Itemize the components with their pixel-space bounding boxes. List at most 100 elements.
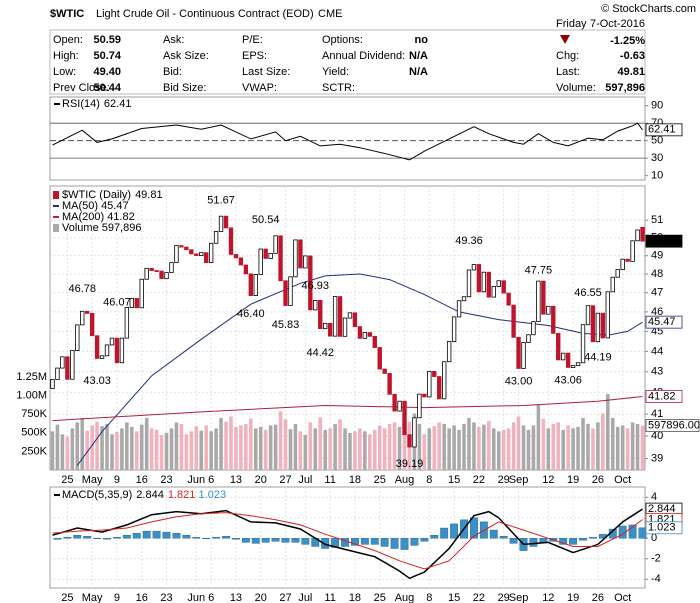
x-tick-label: Jul xyxy=(298,592,312,603)
histogram-bar xyxy=(291,538,300,543)
volume-bar xyxy=(303,435,308,470)
volume-bar xyxy=(328,428,332,470)
candle xyxy=(184,246,189,251)
x-tick-label: 18 xyxy=(349,592,361,603)
candle xyxy=(382,368,387,374)
histogram-bar xyxy=(579,538,587,541)
volume-bar xyxy=(491,428,496,470)
candle xyxy=(318,299,323,330)
price-annotation: 46.78 xyxy=(68,283,96,295)
value-box-label: 45.47 xyxy=(648,316,676,328)
volume-bar xyxy=(368,434,372,470)
volume-bar xyxy=(333,423,337,470)
value-box xyxy=(645,390,683,403)
candle xyxy=(575,362,581,367)
x-tick-label: 23 xyxy=(160,474,172,486)
volume-bar xyxy=(358,428,362,470)
candle xyxy=(531,321,536,336)
candle xyxy=(332,296,338,337)
candle xyxy=(516,336,521,369)
candle xyxy=(565,352,571,368)
quote-value: no xyxy=(415,34,429,46)
legend-name: MA(200) xyxy=(62,211,104,223)
x-tick-label: 12 xyxy=(542,592,554,603)
volume-bar xyxy=(402,417,407,470)
x-tick-label: 9 xyxy=(114,474,120,486)
legend-value: 597,896 xyxy=(102,222,142,234)
x-tick-label: 25 xyxy=(61,592,73,603)
volume-bar xyxy=(506,428,511,470)
candle xyxy=(481,271,487,293)
x-tick-label: 15 xyxy=(448,592,460,603)
histogram-bar xyxy=(241,538,250,543)
price-annotation: 49.36 xyxy=(455,235,483,247)
candle xyxy=(233,254,239,259)
legend-entry: Volume 597,896 xyxy=(62,222,141,234)
candle xyxy=(377,347,382,370)
x-tick-label: Aug xyxy=(395,474,415,486)
volume-bar xyxy=(382,428,387,470)
volume-bar xyxy=(625,428,630,470)
x-tick-label: Aug xyxy=(395,592,415,603)
volume-bar xyxy=(615,426,620,470)
candle xyxy=(337,296,343,337)
candle xyxy=(595,312,601,343)
candle xyxy=(213,230,219,244)
y-tick-label: 40 xyxy=(651,430,663,442)
candle xyxy=(223,215,229,229)
value-box xyxy=(645,123,683,137)
volume-bar xyxy=(313,428,318,470)
candle xyxy=(561,352,566,361)
volume-bar xyxy=(343,428,347,470)
x-tick-label: 22 xyxy=(473,474,485,486)
candle xyxy=(248,273,253,296)
x-tick-label: Oct xyxy=(614,474,631,486)
candle xyxy=(258,248,263,275)
volume-bar xyxy=(630,422,635,470)
volume-bar xyxy=(432,426,437,470)
y-tick-label: 43 xyxy=(651,366,663,378)
legend-value: 1.821 xyxy=(168,489,195,501)
candle xyxy=(546,305,551,315)
quote-label: Low: xyxy=(53,66,76,78)
volume-bar xyxy=(110,434,114,470)
volume-bar xyxy=(363,431,367,470)
quote-value: N/A xyxy=(409,66,428,78)
value-box xyxy=(645,234,683,248)
volume-bar xyxy=(154,429,159,470)
candle xyxy=(580,324,586,364)
candle xyxy=(70,350,75,380)
volume-bar xyxy=(130,426,134,470)
volume-bar xyxy=(144,417,149,470)
candle xyxy=(620,258,625,271)
candle xyxy=(466,269,472,298)
legend-entry: MA(50) 45.47 xyxy=(62,200,129,212)
price-annotation: 51.67 xyxy=(207,194,235,206)
histogram-bar xyxy=(122,534,131,539)
histogram-bar xyxy=(380,538,389,547)
x-tick-label: 6 xyxy=(208,592,214,603)
x-tick-label: 26 xyxy=(592,592,604,603)
quote-label: Open: xyxy=(53,34,83,46)
histogram-bar xyxy=(440,527,449,539)
volume-bar xyxy=(601,413,605,470)
candle xyxy=(476,264,482,293)
quote-value: -0.63 xyxy=(620,50,645,62)
price-annotation: 44.19 xyxy=(584,351,612,363)
histogram-bar xyxy=(93,538,102,539)
volume-bar xyxy=(214,428,218,470)
volume-bar xyxy=(496,431,501,470)
candle xyxy=(268,252,273,259)
histogram-bar xyxy=(400,538,409,550)
quote-label: Ask: xyxy=(163,34,184,46)
x-tick-label: 29 xyxy=(498,474,510,486)
y-tick-label: 50 xyxy=(651,135,663,147)
y-tick-label: 30 xyxy=(651,152,663,164)
legend-name: MACD(5,35,9) xyxy=(62,489,132,501)
x-tick-label: Jul xyxy=(298,474,312,486)
volume-bar xyxy=(194,426,199,470)
legend-name: Volume xyxy=(62,222,99,234)
legend-value: 45.47 xyxy=(101,200,129,212)
candle xyxy=(570,365,576,368)
quote-box xyxy=(49,29,646,95)
